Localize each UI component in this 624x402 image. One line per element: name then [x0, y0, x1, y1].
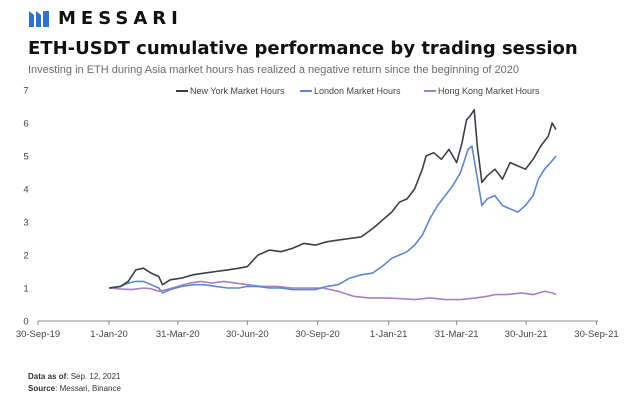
footer-source-label: Source: [28, 384, 56, 393]
x-tick-label: 31-Mar-20: [156, 329, 200, 340]
brand-header: MESSARI: [28, 8, 183, 29]
footer-asof-label: Data as of: [28, 372, 67, 381]
y-tick-label: 2: [23, 251, 28, 262]
y-tick-label: 7: [23, 86, 28, 97]
footer-source: Source: Messari, Binance: [28, 384, 121, 393]
legend-label: Hong Kong Market Hours: [438, 86, 540, 96]
footer-asof: Data as of: Sep. 12, 2021: [28, 372, 121, 381]
y-axis: 0 1 2 3 4 5 6 7: [23, 86, 28, 328]
series-layer: [108, 109, 557, 301]
footer-asof-value: Sep. 12, 2021: [70, 372, 121, 381]
series-line-hong-kong-market-hours: [109, 280, 557, 301]
messari-logo-icon: [29, 10, 49, 27]
x-tick-label: 1-Jan-20: [90, 329, 128, 340]
y-tick-label: 4: [23, 185, 28, 196]
legend-label: London Market Hours: [314, 86, 401, 96]
x-tick-label: 30-Sep-21: [574, 329, 618, 340]
y-tick-label: 3: [23, 218, 28, 229]
x-axis: 30-Sep-19 1-Jan-20 31-Mar-20 30-Jun-20 30-Se…: [16, 320, 619, 340]
x-tick-label: 30-Jun-20: [226, 329, 269, 340]
brand-name: MESSARI: [58, 8, 183, 29]
y-tick-label: 6: [23, 119, 28, 130]
x-tick-label: 31-Mar-21: [435, 329, 479, 340]
x-tick-label: 30-Sep-20: [295, 329, 339, 340]
chart-legend: New York Market Hours London Market Hours…: [176, 86, 540, 96]
x-tick-label: 30-Sep-19: [16, 329, 60, 340]
series-line-new-york-market-hours: [108, 109, 557, 289]
x-tick-label: 1-Jan-21: [370, 329, 408, 340]
y-tick-label: 1: [23, 284, 28, 295]
footer-source-value: Messari, Binance: [59, 384, 121, 393]
chart-title: ETH-USDT cumulative performance by tradi…: [28, 38, 578, 59]
y-tick-label: 5: [23, 152, 28, 163]
chart-subtitle: Investing in ETH during Asia market hour…: [28, 64, 520, 76]
legend-label: New York Market Hours: [190, 86, 285, 96]
y-tick-label: 0: [23, 317, 28, 328]
x-tick-label: 30-Jun-21: [505, 329, 548, 340]
series-line-london-market-hours: [108, 145, 557, 294]
